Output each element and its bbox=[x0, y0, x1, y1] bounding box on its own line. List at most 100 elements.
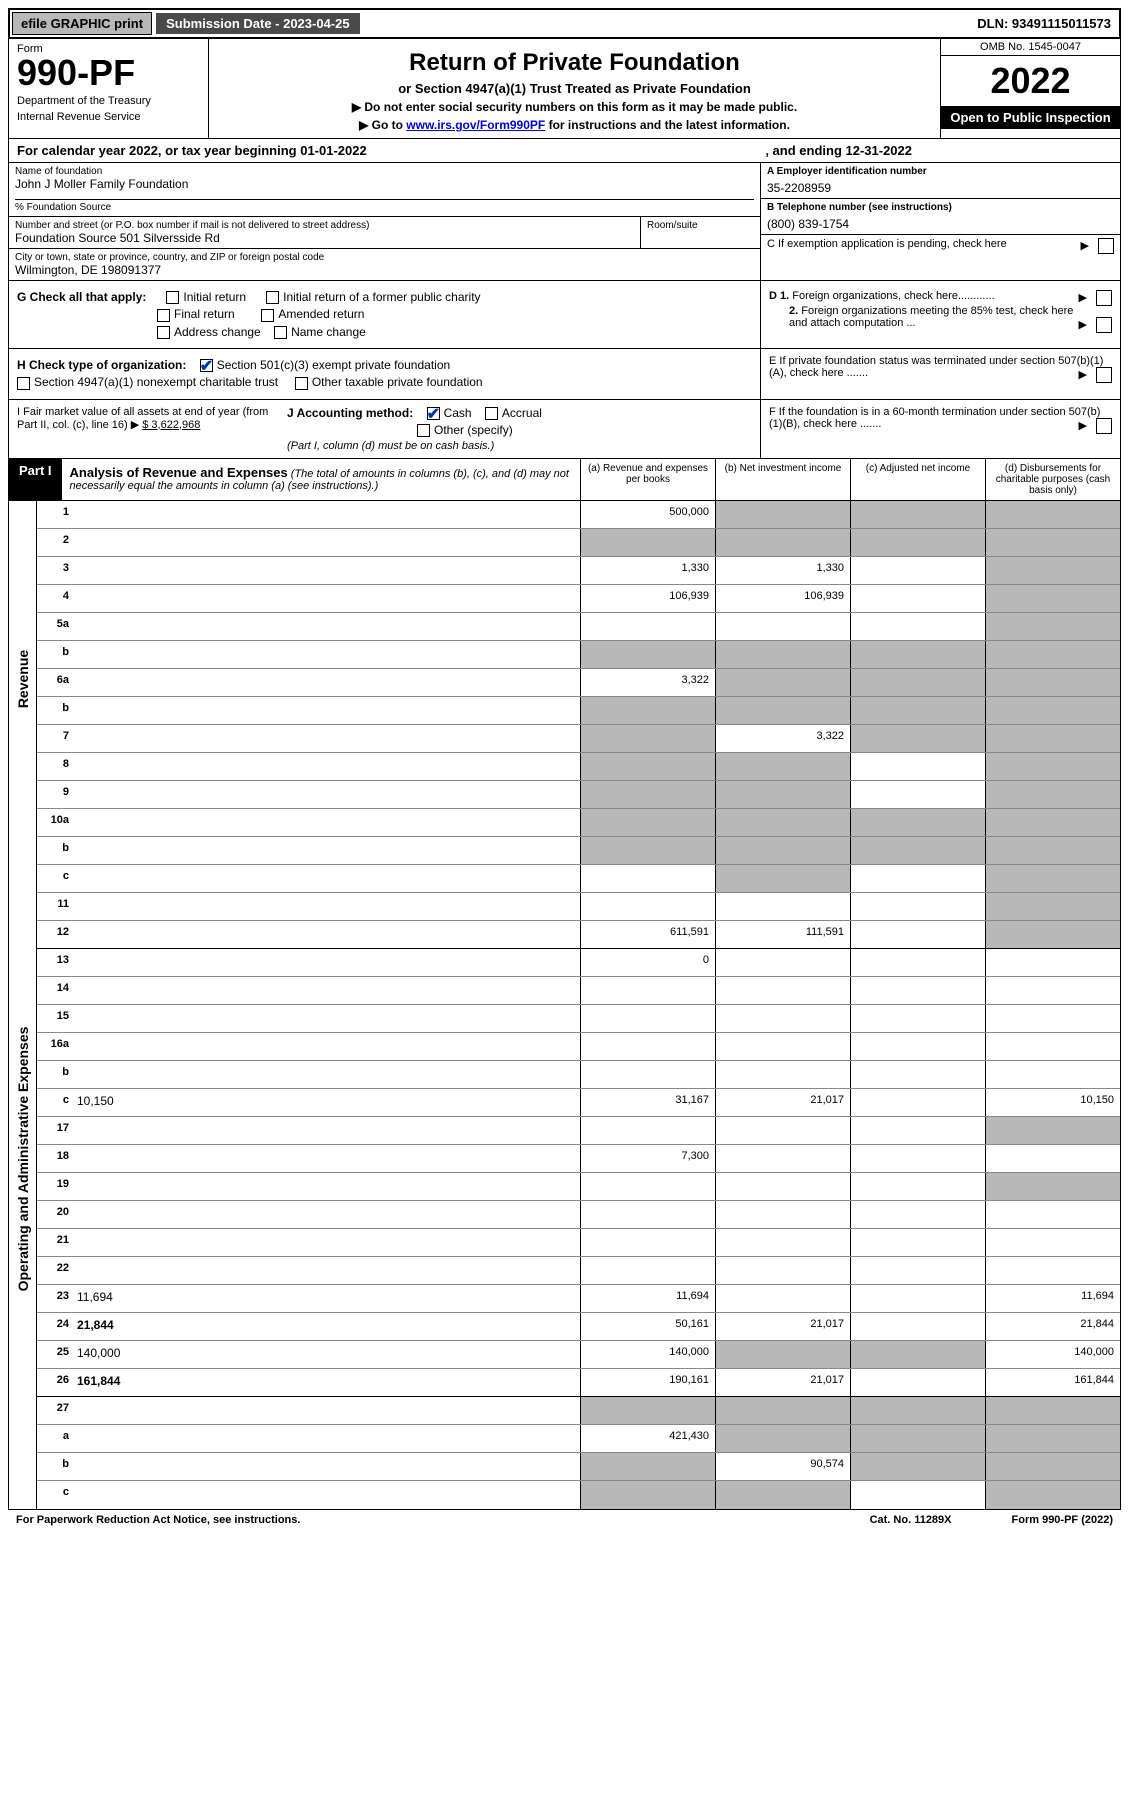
amended-return-label: Amended return bbox=[278, 307, 364, 321]
side-labels: Revenue Operating and Administrative Exp… bbox=[9, 501, 37, 1509]
value-cell-b bbox=[715, 1257, 850, 1284]
501c3-checkbox[interactable] bbox=[200, 359, 213, 372]
value-cell-a: 31,167 bbox=[580, 1089, 715, 1116]
value-cell-c bbox=[850, 725, 985, 752]
table-row: 130 bbox=[37, 949, 1120, 977]
value-cell-d bbox=[985, 1257, 1120, 1284]
phone-label: B Telephone number (see instructions) bbox=[767, 202, 1114, 213]
table-row: 8 bbox=[37, 753, 1120, 781]
final-return-checkbox[interactable] bbox=[157, 309, 170, 322]
table-row: 20 bbox=[37, 1201, 1120, 1229]
other-method-checkbox[interactable] bbox=[417, 424, 430, 437]
4947-checkbox[interactable] bbox=[17, 377, 30, 390]
table-row: a421,430 bbox=[37, 1425, 1120, 1453]
line-number: 24 bbox=[37, 1313, 73, 1340]
line-description bbox=[73, 669, 580, 696]
foundation-name: John J Moller Family Foundation bbox=[15, 177, 754, 191]
foreign-85pct-checkbox[interactable] bbox=[1096, 317, 1112, 333]
line-description bbox=[73, 1117, 580, 1144]
h-label: H Check type of organization: bbox=[17, 358, 186, 372]
value-cell-c bbox=[850, 1313, 985, 1340]
form-note-ssn: ▶ Do not enter social security numbers o… bbox=[215, 100, 934, 114]
line-description bbox=[73, 865, 580, 892]
j-note: (Part I, column (d) must be on cash basi… bbox=[287, 440, 752, 452]
value-cell-a bbox=[580, 893, 715, 920]
line-description bbox=[73, 1005, 580, 1032]
amended-return-checkbox[interactable] bbox=[261, 309, 274, 322]
value-cell-d bbox=[985, 1453, 1120, 1480]
table-row: 31,3301,330 bbox=[37, 557, 1120, 585]
value-cell-b bbox=[715, 977, 850, 1004]
exemption-pending-checkbox[interactable] bbox=[1098, 238, 1114, 254]
value-cell-d bbox=[985, 949, 1120, 976]
value-cell-a: 50,161 bbox=[580, 1313, 715, 1340]
value-cell-d bbox=[985, 613, 1120, 640]
value-cell-d: 21,844 bbox=[985, 1313, 1120, 1340]
value-cell-d bbox=[985, 1117, 1120, 1144]
table-row: b90,574 bbox=[37, 1453, 1120, 1481]
value-cell-a bbox=[580, 977, 715, 1004]
value-cell-c bbox=[850, 1229, 985, 1256]
line-number: 26 bbox=[37, 1369, 73, 1396]
status-terminated-checkbox[interactable] bbox=[1096, 367, 1112, 383]
ein-value: 35-2208959 bbox=[767, 181, 1114, 195]
value-cell-c bbox=[850, 1173, 985, 1200]
line-number: 9 bbox=[37, 781, 73, 808]
address-change-checkbox[interactable] bbox=[157, 326, 170, 339]
value-cell-d bbox=[985, 669, 1120, 696]
line-number: 10a bbox=[37, 809, 73, 836]
name-change-checkbox[interactable] bbox=[274, 326, 287, 339]
form990pf-link[interactable]: www.irs.gov/Form990PF bbox=[406, 118, 545, 132]
value-cell-a bbox=[580, 1397, 715, 1424]
care-of: % Foundation Source bbox=[15, 199, 754, 213]
line-description bbox=[73, 1425, 580, 1452]
table-row: 26161,844190,16121,017161,844 bbox=[37, 1369, 1120, 1397]
value-cell-d bbox=[985, 529, 1120, 556]
value-cell-a bbox=[580, 697, 715, 724]
value-cell-d bbox=[985, 585, 1120, 612]
initial-former-checkbox[interactable] bbox=[266, 291, 279, 304]
table-row: 12611,591111,591 bbox=[37, 921, 1120, 949]
value-cell-d bbox=[985, 557, 1120, 584]
line-description bbox=[73, 1453, 580, 1480]
final-return-label: Final return bbox=[174, 307, 235, 321]
table-row: 1500,000 bbox=[37, 501, 1120, 529]
address-change-label: Address change bbox=[174, 325, 261, 339]
table-row: 27 bbox=[37, 1397, 1120, 1425]
line-number: 2 bbox=[37, 529, 73, 556]
cash-checkbox[interactable] bbox=[427, 407, 440, 420]
value-cell-c bbox=[850, 557, 985, 584]
initial-return-checkbox[interactable] bbox=[166, 291, 179, 304]
value-cell-a: 7,300 bbox=[580, 1145, 715, 1172]
line-description bbox=[73, 753, 580, 780]
table-row: 22 bbox=[37, 1257, 1120, 1285]
line-number: 17 bbox=[37, 1117, 73, 1144]
value-cell-c bbox=[850, 1453, 985, 1480]
line-description bbox=[73, 529, 580, 556]
value-cell-c bbox=[850, 781, 985, 808]
value-cell-b: 3,322 bbox=[715, 725, 850, 752]
value-cell-c bbox=[850, 1397, 985, 1424]
foundation-info: Name of foundation John J Moller Family … bbox=[8, 163, 1121, 281]
value-cell-b bbox=[715, 669, 850, 696]
line-number: a bbox=[37, 1425, 73, 1452]
foreign-org-checkbox[interactable] bbox=[1096, 290, 1112, 306]
value-cell-a bbox=[580, 1005, 715, 1032]
f-label: F If the foundation is in a 60-month ter… bbox=[769, 406, 1100, 430]
value-cell-b bbox=[715, 529, 850, 556]
table-row: 187,300 bbox=[37, 1145, 1120, 1173]
value-cell-c bbox=[850, 1201, 985, 1228]
value-cell-c bbox=[850, 921, 985, 948]
value-cell-c bbox=[850, 949, 985, 976]
efile-print-button[interactable]: efile GRAPHIC print bbox=[12, 12, 152, 35]
60month-checkbox[interactable] bbox=[1096, 418, 1112, 434]
accrual-checkbox[interactable] bbox=[485, 407, 498, 420]
form-header: Form 990-PF Department of the Treasury I… bbox=[8, 39, 1121, 139]
other-taxable-checkbox[interactable] bbox=[295, 377, 308, 390]
value-cell-d: 11,694 bbox=[985, 1285, 1120, 1312]
value-cell-a bbox=[580, 1453, 715, 1480]
value-cell-d bbox=[985, 725, 1120, 752]
value-cell-c bbox=[850, 977, 985, 1004]
value-cell-b bbox=[715, 1481, 850, 1509]
line-description bbox=[73, 977, 580, 1004]
